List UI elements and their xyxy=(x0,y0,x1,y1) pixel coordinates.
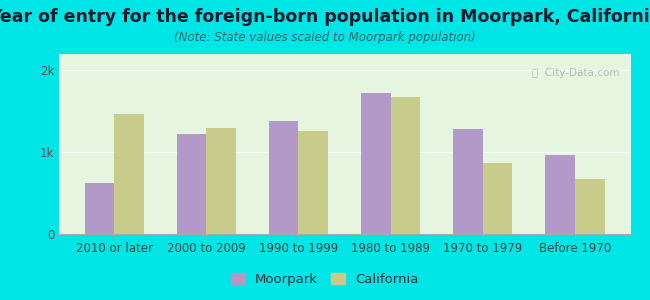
Text: (Note: State values scaled to Moorpark population): (Note: State values scaled to Moorpark p… xyxy=(174,32,476,44)
Legend: Moorpark, California: Moorpark, California xyxy=(227,269,422,290)
Text: ⓘ  City-Data.com: ⓘ City-Data.com xyxy=(532,68,619,78)
Bar xyxy=(177,134,206,234)
Bar xyxy=(206,128,236,234)
Bar xyxy=(575,179,604,234)
Bar xyxy=(84,183,114,234)
Bar xyxy=(483,163,512,234)
Bar xyxy=(114,114,144,234)
Text: Year of entry for the foreign-born population in Moorpark, California: Year of entry for the foreign-born popul… xyxy=(0,8,650,26)
Bar xyxy=(361,93,391,234)
Bar xyxy=(298,131,328,234)
Bar xyxy=(453,129,483,234)
Bar xyxy=(545,155,575,234)
Bar xyxy=(391,98,420,234)
Bar xyxy=(269,121,298,234)
